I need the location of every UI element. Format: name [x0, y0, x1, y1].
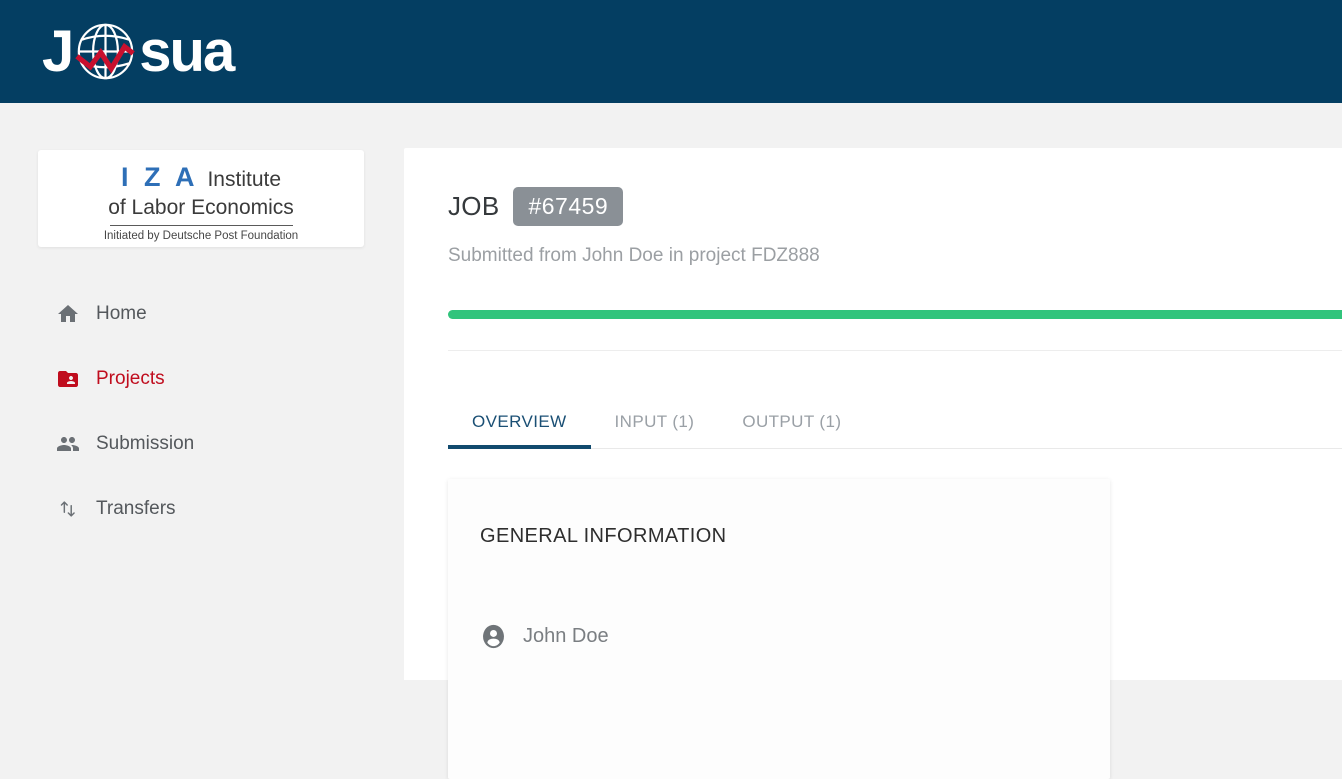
job-number-badge: #67459	[513, 187, 624, 226]
globe-chart-icon	[75, 23, 136, 80]
progress-bar	[448, 310, 1342, 319]
app-header: J sua	[0, 0, 1342, 103]
submitter-row: John Doe	[480, 623, 609, 650]
person-icon	[483, 624, 504, 649]
sidebar-item-label: Submission	[96, 432, 195, 454]
swap-vertical-icon	[56, 497, 80, 521]
section-divider	[448, 350, 1342, 351]
sidebar-item-transfers[interactable]: Transfers	[0, 476, 404, 541]
sidebar: I Z A Institute of Labor Economics Initia…	[0, 103, 404, 680]
general-information-card: GENERAL INFORMATION John Doe	[448, 479, 1110, 779]
job-subtitle: Submitted from John Doe in project FDZ88…	[448, 245, 820, 266]
iza-logo-card: I Z A Institute of Labor Economics Initia…	[38, 150, 364, 247]
sidebar-menu: Home Projects Submission Transfers	[0, 281, 404, 541]
tab-overview[interactable]: OVERVIEW	[448, 395, 591, 449]
folder-shared-icon	[56, 367, 80, 391]
job-title: JOB	[448, 191, 500, 221]
sidebar-item-label: Home	[96, 302, 147, 324]
iza-acronym: I Z A	[120, 162, 199, 192]
iza-name-line2: of Labor Economics	[108, 196, 294, 219]
iza-logo-line1: I Z A Institute	[38, 164, 364, 195]
iza-divider	[109, 225, 293, 226]
card-heading: GENERAL INFORMATION	[480, 525, 727, 547]
tab-bar: OVERVIEW INPUT (1) OUTPUT (1)	[448, 395, 1342, 449]
home-icon	[56, 302, 80, 326]
submitter-name: John Doe	[523, 625, 609, 647]
job-header: JOB #67459	[448, 187, 624, 226]
josua-brand-logo[interactable]: J sua	[42, 18, 235, 84]
iza-tagline: Initiated by Deutsche Post Foundation	[103, 230, 299, 242]
group-icon	[56, 432, 80, 456]
sidebar-item-home[interactable]: Home	[0, 281, 404, 346]
main-panel: JOB #67459 Submitted from John Doe in pr…	[404, 148, 1342, 779]
sidebar-item-submission[interactable]: Submission	[0, 411, 404, 476]
tab-output[interactable]: OUTPUT (1)	[742, 411, 842, 431]
sidebar-item-label: Transfers	[96, 497, 176, 519]
sidebar-item-projects[interactable]: Projects	[0, 346, 404, 411]
progress-bar-fill	[448, 310, 1342, 319]
iza-institute: Institute	[207, 168, 282, 191]
brand-suffix: sua	[139, 18, 235, 84]
sidebar-item-label: Projects	[96, 367, 165, 389]
tab-input[interactable]: INPUT (1)	[614, 411, 695, 431]
brand-prefix: J	[42, 18, 74, 84]
